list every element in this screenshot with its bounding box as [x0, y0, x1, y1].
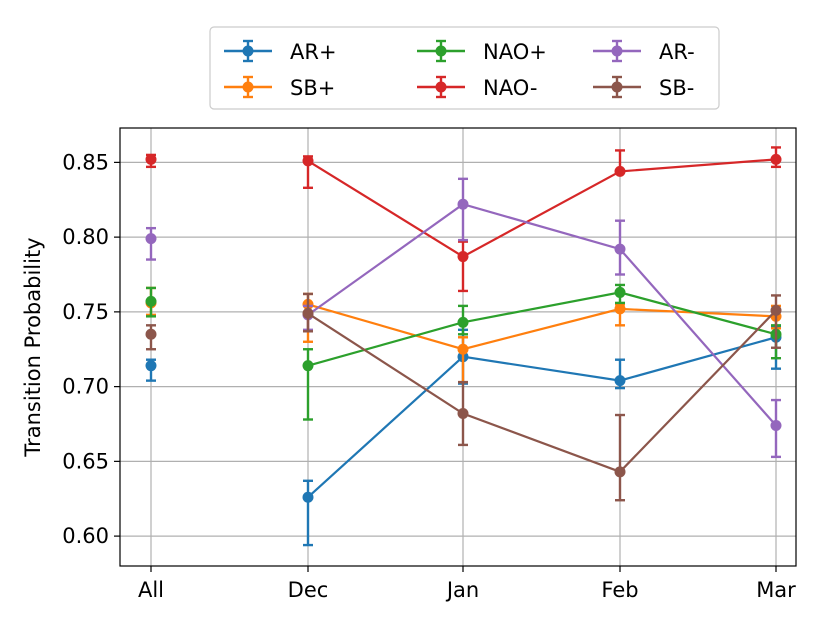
data-point — [145, 153, 157, 165]
y-tick-label: 0.85 — [62, 150, 109, 174]
legend-swatch-marker — [435, 81, 447, 93]
legend-swatch-marker — [611, 81, 623, 93]
data-point — [457, 198, 469, 210]
data-point — [302, 360, 314, 372]
data-point — [145, 233, 157, 245]
series-line — [307, 309, 777, 474]
series-NAO- — [145, 146, 782, 293]
legend-swatch-marker — [435, 45, 447, 57]
legend-swatch-marker — [611, 45, 623, 57]
data-point — [770, 304, 782, 316]
data-point — [457, 251, 469, 263]
data-point — [614, 243, 626, 255]
data-point — [145, 360, 157, 372]
legend-label: SB- — [659, 76, 694, 100]
data-point — [145, 295, 157, 307]
legend-item-NAO+: NAO+ — [417, 39, 547, 64]
y-tick-label: 0.70 — [62, 375, 109, 399]
series-line — [307, 336, 777, 499]
legend-box — [209, 26, 720, 110]
data-point — [302, 307, 314, 319]
legend: AR+ SB+ NAO+ NAO- AR- SB- — [209, 26, 720, 110]
axes: 0.60 0.65 0.70 0.75 0.80 0.85 All Dec Jan Feb Mar — [62, 150, 796, 602]
y-tick-label: 0.65 — [62, 449, 109, 473]
data-point — [614, 303, 626, 315]
x-tick-label: Dec — [288, 578, 329, 602]
legend-label: NAO+ — [483, 40, 547, 64]
y-tick-label: 0.75 — [62, 300, 109, 324]
data-point — [614, 466, 626, 478]
x-tick-label: Mar — [756, 578, 796, 602]
y-axis-label: Transition Probability — [21, 237, 45, 457]
x-tick-label: Feb — [601, 578, 638, 602]
legend-item-NAO-: NAO- — [417, 75, 537, 100]
legend-item-SB-: SB- — [593, 75, 694, 100]
legend-label: NAO- — [483, 76, 537, 100]
plot-frame — [119, 127, 797, 567]
series-line — [307, 158, 777, 258]
x-tick-label: Jan — [445, 578, 479, 602]
y-tick-label: 0.60 — [62, 524, 109, 548]
legend-label: AR+ — [290, 40, 337, 64]
data-point — [614, 375, 626, 387]
legend-swatch-marker — [242, 81, 254, 93]
series-layer — [145, 146, 782, 547]
x-tick-label: All — [138, 578, 164, 602]
data-point — [302, 155, 314, 167]
legend-label: AR- — [659, 40, 695, 64]
series-line — [307, 202, 777, 427]
legend-item-AR-: AR- — [593, 39, 695, 64]
legend-item-AR+: AR+ — [224, 39, 337, 64]
legend-label: SB+ — [290, 76, 335, 100]
data-point — [457, 408, 469, 420]
data-point — [770, 419, 782, 431]
data-point — [145, 328, 157, 340]
data-point — [457, 316, 469, 328]
data-point — [770, 153, 782, 165]
legend-item-SB+: SB+ — [224, 75, 335, 100]
data-point — [302, 491, 314, 503]
series-SB- — [145, 292, 782, 502]
series-line — [307, 291, 777, 367]
data-point — [614, 165, 626, 177]
y-tick-label: 0.80 — [62, 225, 109, 249]
legend-swatch-marker — [242, 45, 254, 57]
series-NAO+ — [145, 283, 782, 421]
data-point — [614, 286, 626, 298]
data-point — [457, 343, 469, 355]
